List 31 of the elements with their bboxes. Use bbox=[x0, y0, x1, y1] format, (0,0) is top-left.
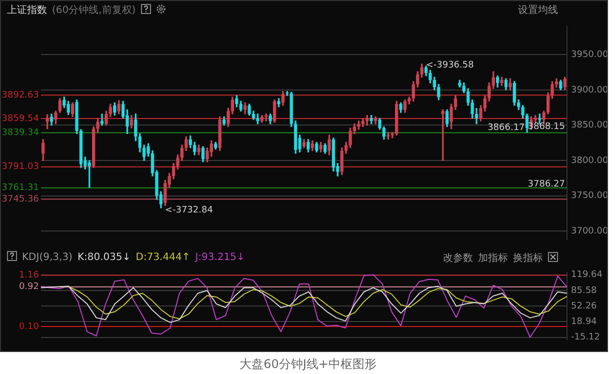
chart-subtitle: (60分钟线,前复权) bbox=[52, 5, 136, 16]
ref-line-label: 3892.63 bbox=[2, 90, 39, 100]
ref-line-label: 3791.03 bbox=[2, 162, 39, 172]
y-tick-label: 85.58 bbox=[571, 286, 598, 296]
y-tick-label: 18.94 bbox=[571, 316, 598, 327]
text: 大盘60分钟J线+中枢图形 bbox=[238, 356, 378, 373]
text: <-3732.84 bbox=[164, 205, 213, 216]
annotation: 3786.27 bbox=[528, 180, 565, 190]
ref-line-label: 1.16 bbox=[18, 270, 40, 281]
text: <-3936.58 bbox=[426, 60, 474, 70]
chart-title: 上证指数 bbox=[7, 5, 47, 16]
text: K:80.035↓ bbox=[77, 252, 131, 263]
ref-line-label: 0.10 bbox=[18, 322, 40, 332]
ref-line-label: 3859.54 bbox=[2, 114, 40, 124]
text: 改参数 bbox=[443, 253, 473, 264]
y-tick-label: 52.26 bbox=[571, 301, 598, 312]
candlestick bbox=[100, 114, 104, 126]
ref-line-label: 3745.36 bbox=[2, 194, 40, 204]
text: D:73.444↑ bbox=[136, 252, 190, 263]
text: 换指标 bbox=[513, 253, 543, 264]
series-label: J:93.215↓ bbox=[195, 252, 245, 263]
ref-line-label: 3839.34 bbox=[2, 128, 40, 138]
annotation: 3866.17 bbox=[488, 123, 525, 134]
ref-line-label: 3761.31 bbox=[2, 183, 39, 194]
y-tick-label: -15.12 bbox=[571, 332, 600, 343]
chart-title: KDJ(9,3,3) bbox=[22, 252, 72, 263]
y-tick-label: 119.64 bbox=[571, 270, 603, 280]
candlestick bbox=[534, 115, 538, 123]
text: 设置均线 bbox=[518, 5, 558, 16]
ref-line-label: 0.92 bbox=[18, 282, 39, 292]
text: 加指标 bbox=[478, 253, 508, 264]
